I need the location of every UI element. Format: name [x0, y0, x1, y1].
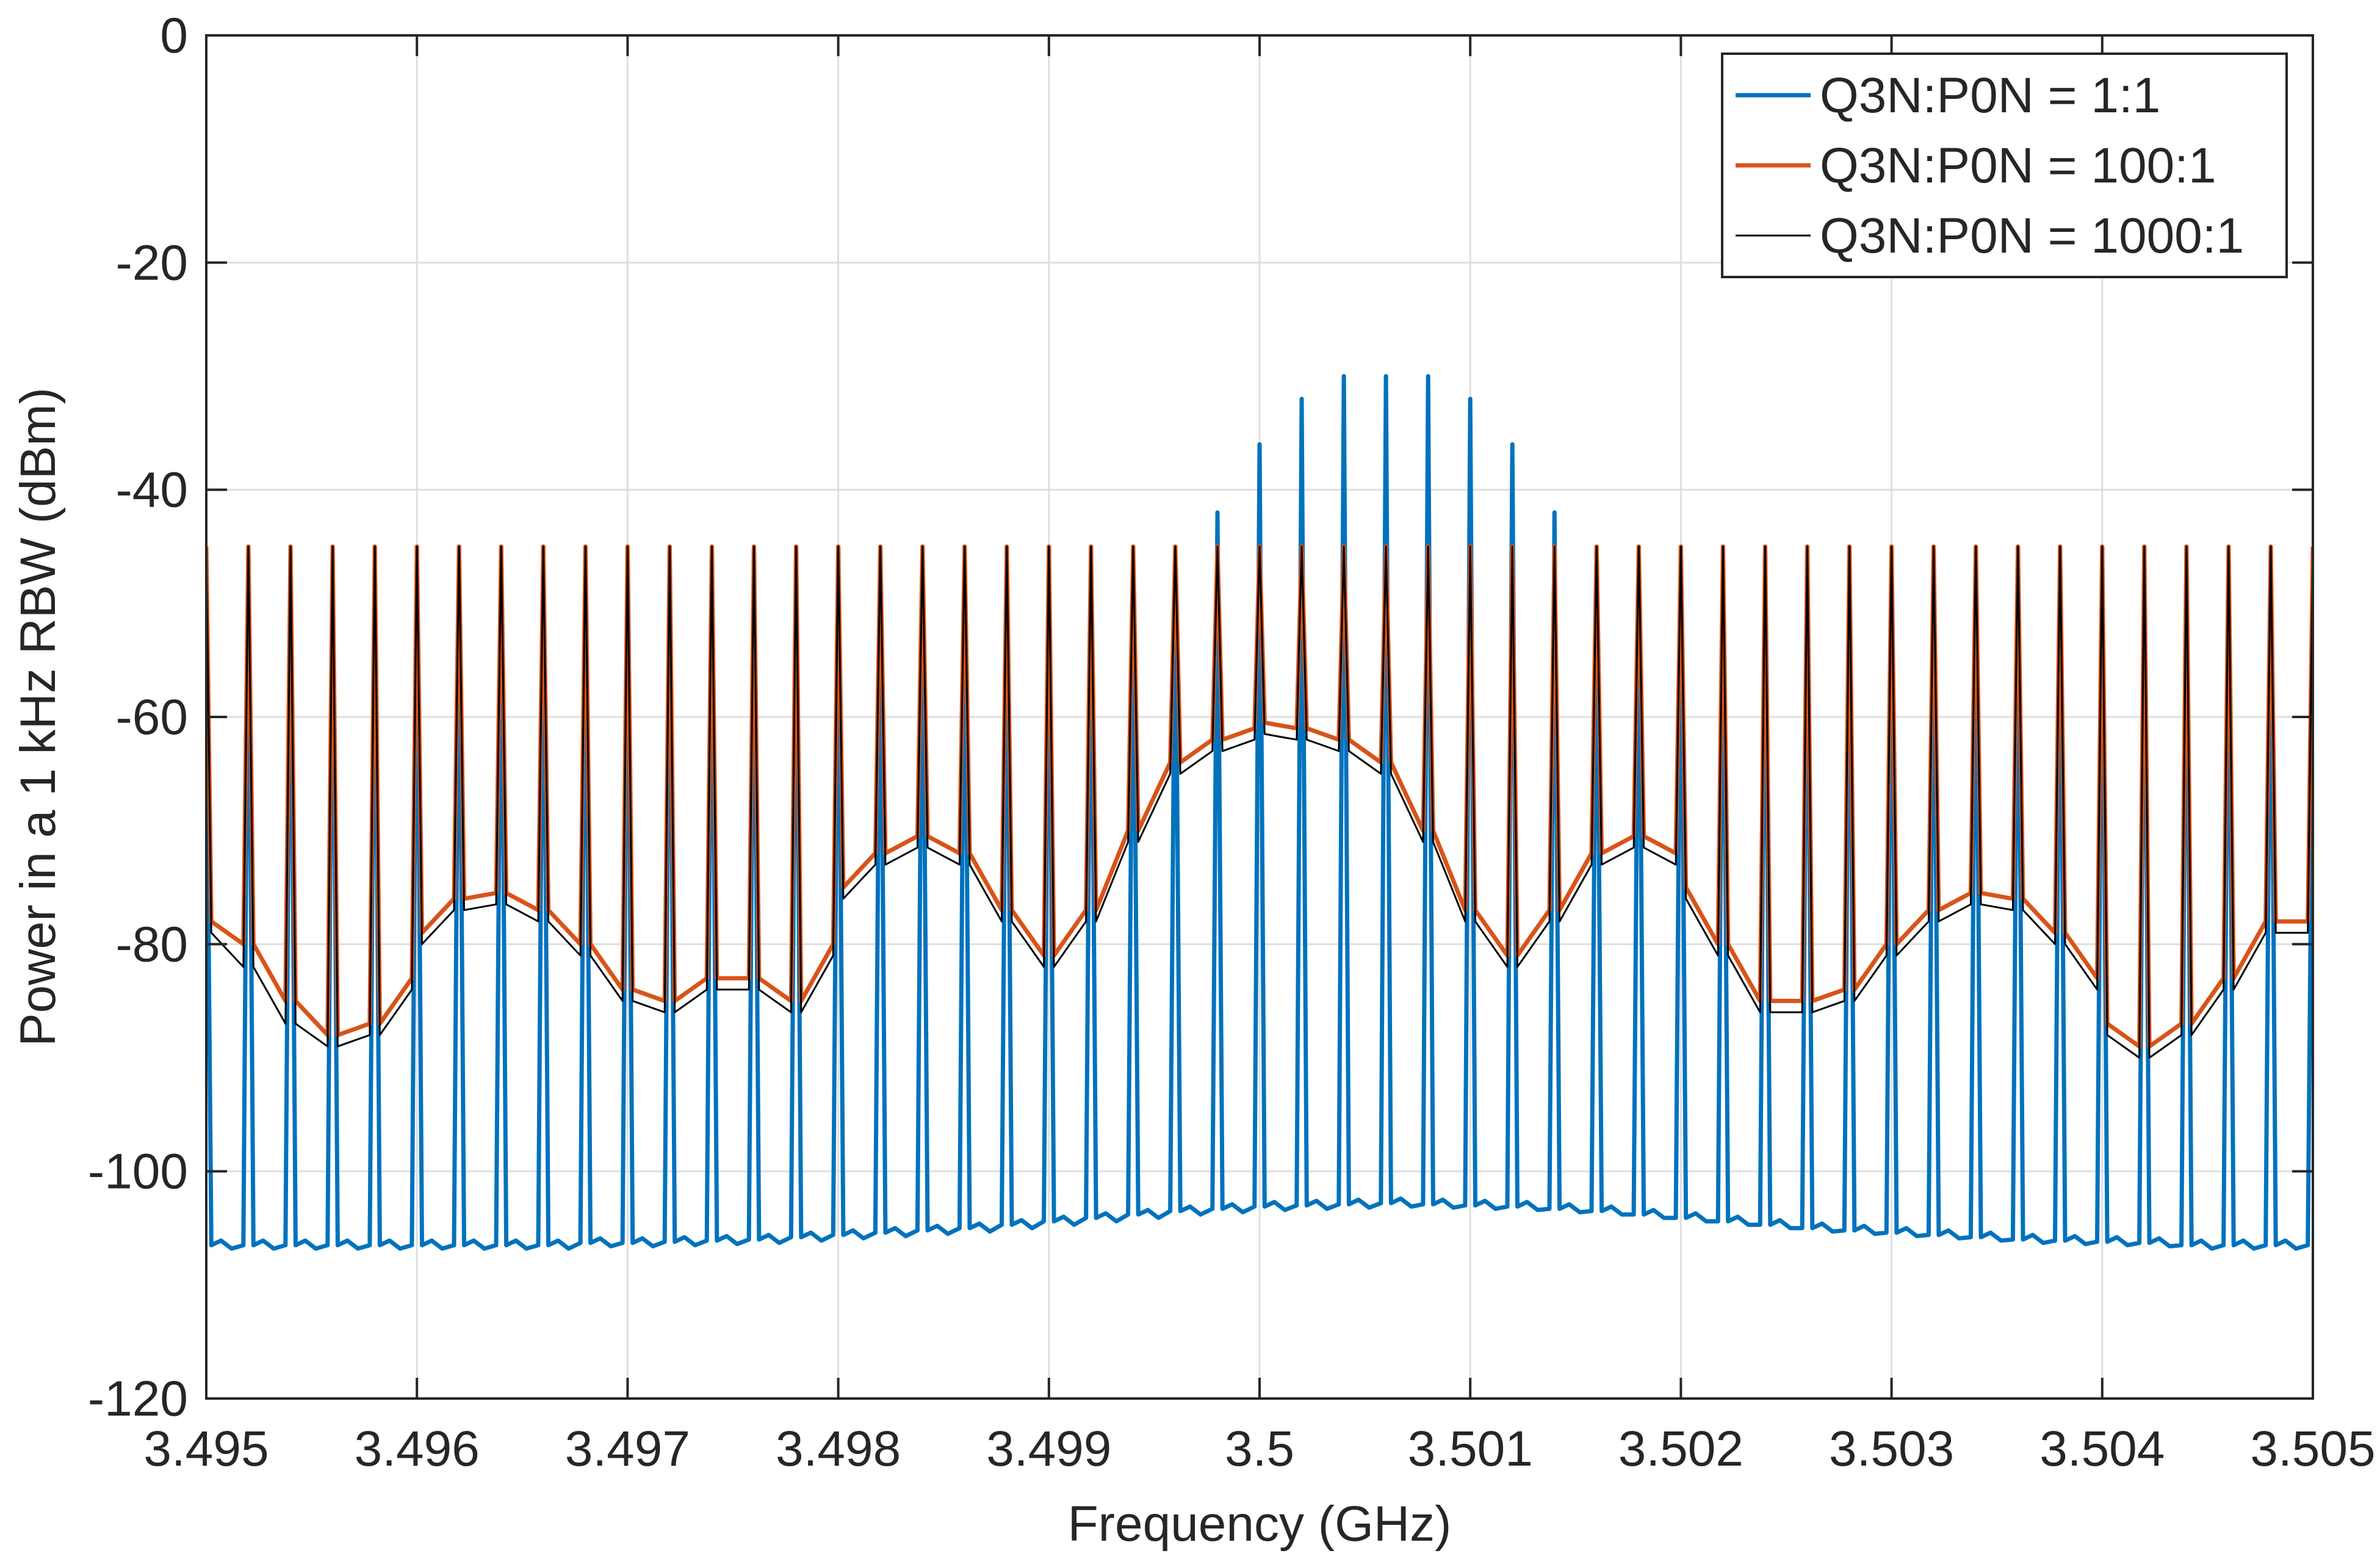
legend-label-3: Q3N:P0N = 1000:1 — [1820, 208, 2244, 264]
legend-label-1: Q3N:P0N = 1:1 — [1820, 68, 2160, 123]
y-tick-label: -60 — [115, 689, 188, 745]
x-tick-label: 3.498 — [776, 1421, 901, 1477]
y-tick-label: -100 — [88, 1144, 188, 1200]
y-tick-label: 0 — [160, 8, 188, 63]
y-tick-label: -80 — [115, 916, 188, 972]
x-tick-label: 3.5 — [1225, 1421, 1294, 1477]
legend: Q3N:P0N = 1:1 Q3N:P0N = 100:1 Q3N:P0N = 10… — [1721, 52, 2288, 278]
x-tick-label: 3.504 — [2039, 1421, 2165, 1477]
x-tick-label: 3.496 — [355, 1421, 480, 1477]
y-tick-label: -40 — [115, 463, 188, 518]
legend-label-2: Q3N:P0N = 100:1 — [1820, 138, 2216, 193]
y-axis-title: Power in a 1 kHz RBW (dBm) — [10, 387, 66, 1046]
series-line-1 — [206, 374, 2313, 1251]
y-tick-label: -120 — [88, 1371, 188, 1427]
x-tick-label: 3.495 — [143, 1421, 269, 1477]
y-tick-label: -20 — [115, 235, 188, 290]
series-line-3 — [206, 545, 2313, 1059]
x-tick-label: 3.502 — [1618, 1421, 1744, 1477]
x-axis-title: Frequency (GHz) — [1068, 1496, 1452, 1552]
x-tick-label: 3.499 — [986, 1421, 1111, 1477]
x-tick-label: 3.505 — [2250, 1421, 2375, 1477]
x-tick-label: 3.503 — [1829, 1421, 1954, 1477]
series-layer — [206, 374, 2313, 1251]
axes: 3.495 3.496 3.497 3.498 3.499 3.5 3.501 3.502 3.… — [88, 8, 2376, 1477]
x-tick-label: 3.497 — [565, 1421, 690, 1477]
legend-box — [1721, 52, 2288, 278]
x-tick-label: 3.501 — [1408, 1421, 1533, 1477]
